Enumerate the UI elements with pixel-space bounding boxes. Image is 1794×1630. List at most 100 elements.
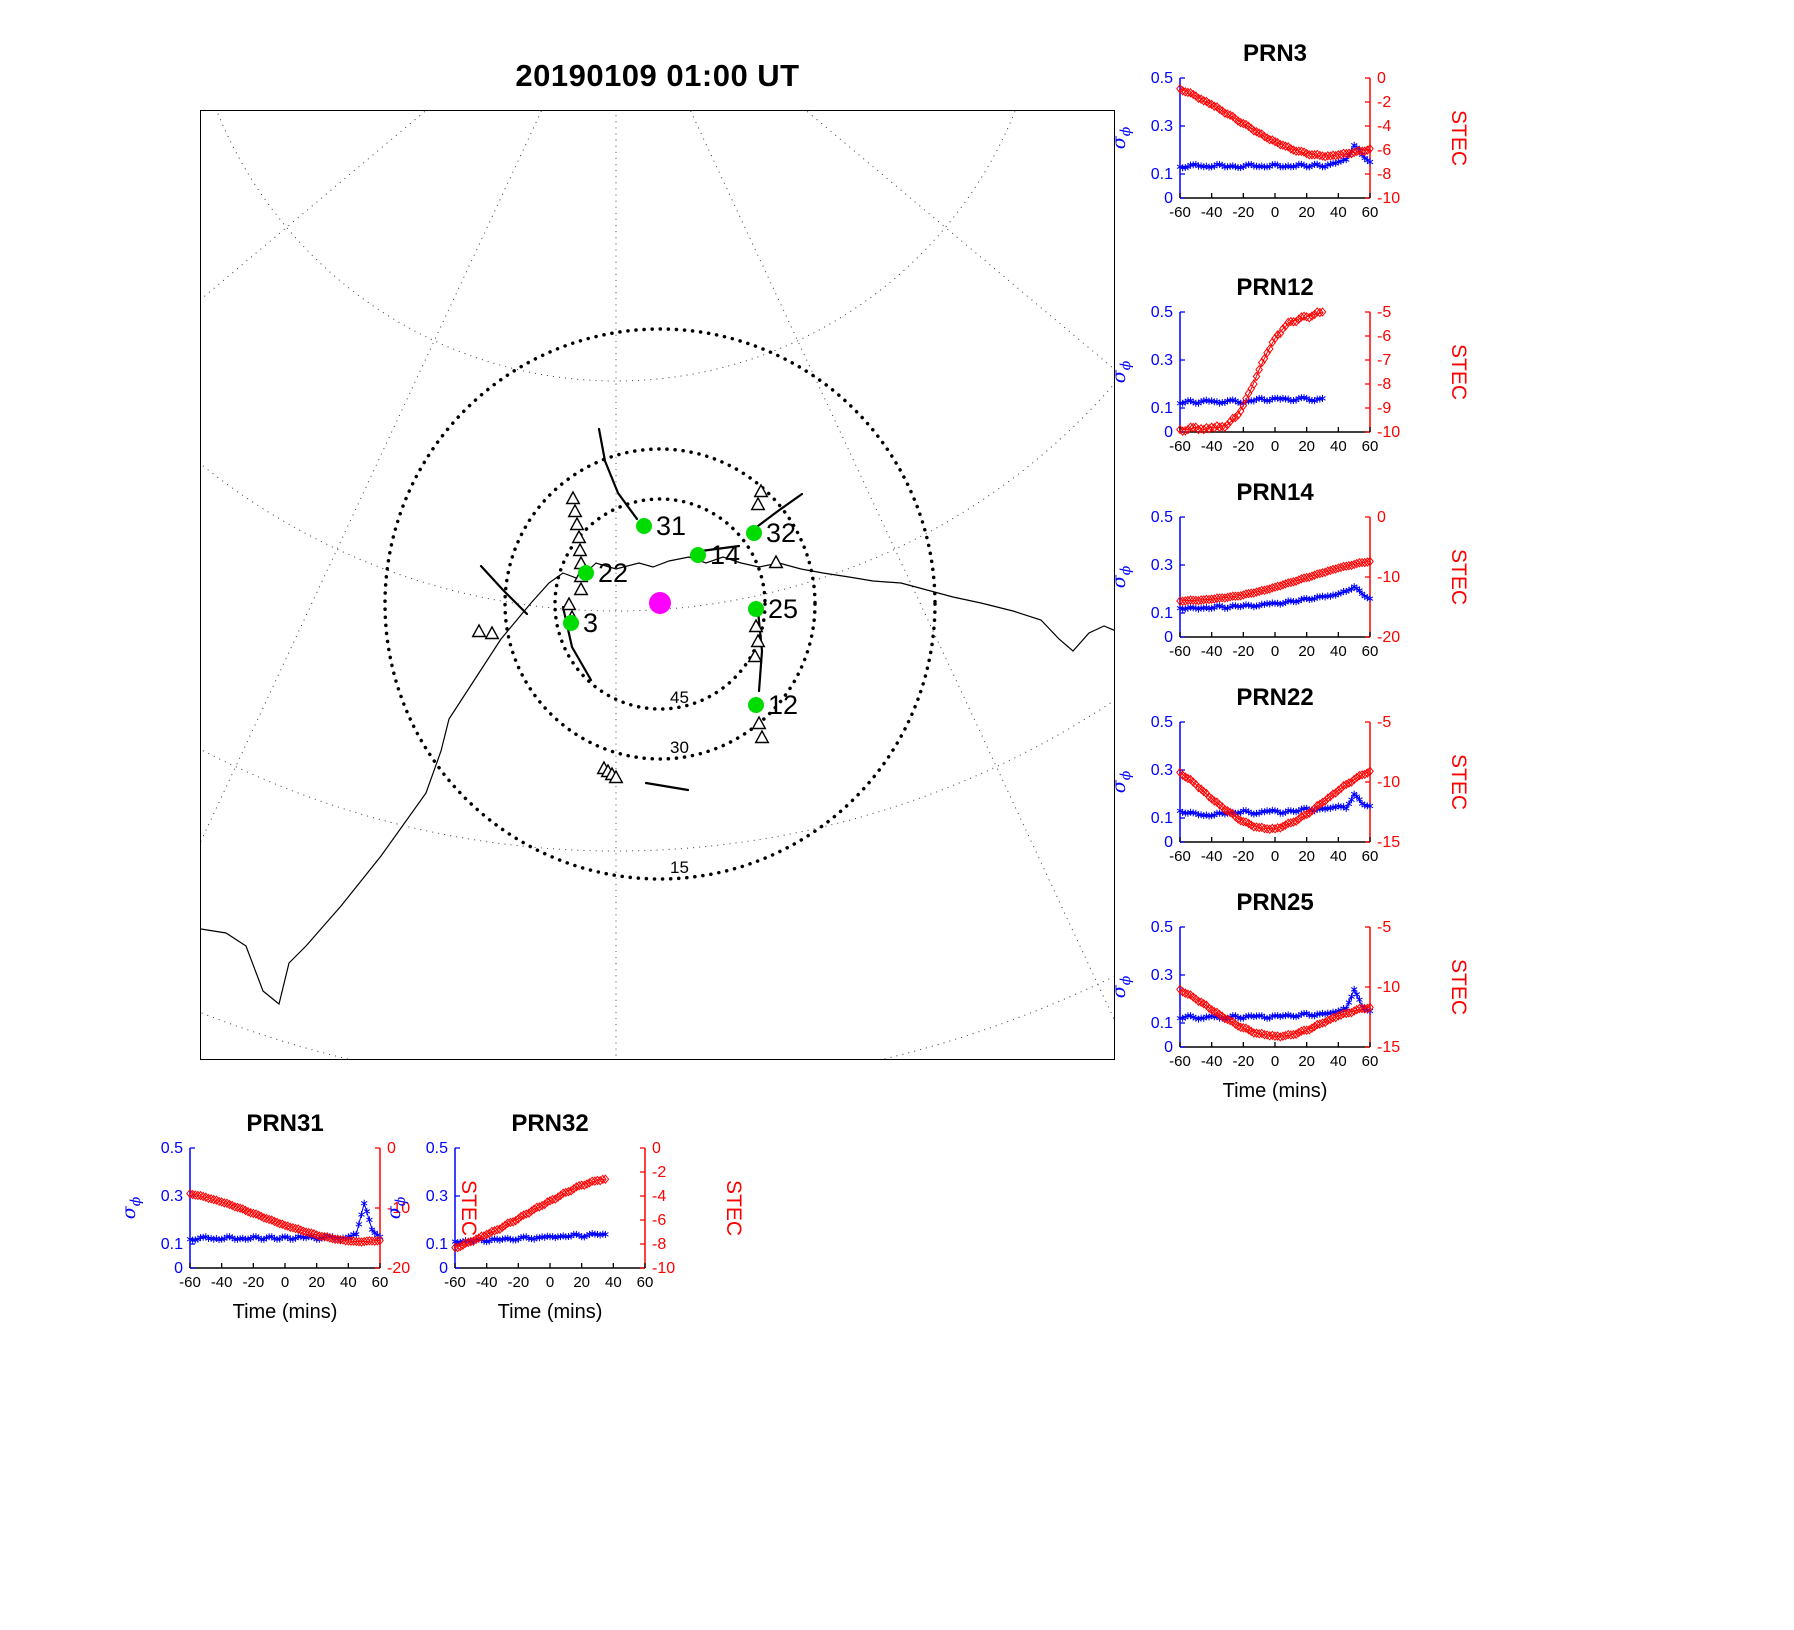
svg-text:0.5: 0.5 [426, 1140, 448, 1157]
svg-text:-2: -2 [652, 1164, 666, 1181]
svg-text:0: 0 [1271, 848, 1279, 865]
svg-text:-40: -40 [1201, 438, 1223, 455]
subplot-prn12: PRN12 0 0.1 0.3 0.5 -5 -6 -7 -8 -9 -10 -60 -40 -20 0 20… [1105, 274, 1470, 464]
svg-text:-40: -40 [1201, 204, 1223, 221]
coastline [201, 556, 1114, 1006]
satellite-dot [578, 565, 594, 581]
svg-text:-4: -4 [652, 1188, 666, 1205]
svg-text:40: 40 [1330, 204, 1347, 221]
svg-text:0: 0 [387, 1140, 396, 1157]
map-panel: 45 30 15 31 32 14 22 25 3 12 [200, 110, 1115, 1060]
svg-text:-5: -5 [1377, 304, 1391, 321]
svg-text:0.3: 0.3 [426, 1188, 448, 1205]
svg-text:-20: -20 [1377, 629, 1400, 646]
time-axis-label: Time (mins) [1223, 1080, 1328, 1102]
prn12-STEC-series [1176, 307, 1327, 436]
station-dot [649, 592, 671, 614]
subplot-canvas-prn32: 0 0.1 0.3 0.5 0 -2 -4 -6 -8 -10 -60 -40 -20 0 20 40 60 σϕ… [383, 1140, 745, 1323]
sigma-phi-axis-label: σϕ [1108, 770, 1134, 793]
svg-text:20: 20 [1298, 643, 1315, 660]
svg-text:60: 60 [372, 1274, 389, 1291]
subplot-prn22: PRN22 0 0.1 0.3 0.5 -5 -10 -15 -60 -40 -20 0 20 40 60 σ… [1105, 684, 1470, 874]
svg-text:0.5: 0.5 [1151, 304, 1173, 321]
svg-text:60: 60 [1362, 204, 1379, 221]
satellite-dot [748, 601, 764, 617]
satellite-label: 32 [766, 518, 796, 548]
subplot-title-prn22: PRN22 [1236, 684, 1314, 711]
elevation-rings: 45 30 15 [383, 327, 937, 881]
svg-text:-60: -60 [1169, 643, 1191, 660]
svg-text:40: 40 [1330, 1053, 1347, 1070]
svg-text:0.3: 0.3 [1151, 557, 1173, 574]
prn32-STEC-series [451, 1174, 610, 1253]
satellite-label: 31 [656, 511, 686, 541]
prn14-STEC-series [1176, 556, 1374, 606]
svg-text:0: 0 [1164, 424, 1173, 441]
svg-text:-6: -6 [1377, 328, 1391, 345]
sigma-phi-axis-label: σϕ [1108, 565, 1134, 588]
prn3-sigma_phi-series [1176, 141, 1374, 172]
svg-text:-10: -10 [1377, 979, 1400, 996]
subplot-prn31: PRN31 0 0.1 0.3 0.5 0 -10 -20 -60 -40 -20 0 20 40 60 σϕ… [115, 1110, 480, 1330]
subplot-title-prn25: PRN25 [1236, 889, 1314, 916]
svg-text:0.3: 0.3 [1151, 762, 1173, 779]
satellite-dot [748, 697, 764, 713]
prn12-sigma_phi-series [1176, 394, 1326, 407]
svg-text:0.1: 0.1 [1151, 605, 1173, 622]
svg-text:-60: -60 [1169, 204, 1191, 221]
svg-text:-8: -8 [1377, 166, 1391, 183]
svg-text:-9: -9 [1377, 400, 1391, 417]
svg-text:0: 0 [281, 1274, 289, 1291]
svg-text:-7: -7 [1377, 352, 1391, 369]
sigma-phi-axis-label: σϕ [383, 1196, 409, 1219]
prn22-sigma_phi-series [1176, 790, 1374, 820]
svg-text:40: 40 [1330, 643, 1347, 660]
svg-text:-8: -8 [652, 1236, 666, 1253]
svg-text:-40: -40 [476, 1274, 498, 1291]
sigma-phi-axis-label: σϕ [1108, 360, 1134, 383]
satellite-label: 14 [710, 540, 740, 570]
map-canvas: 45 30 15 31 32 14 22 25 3 12 [201, 111, 1114, 1059]
svg-text:0: 0 [1164, 190, 1173, 207]
subplot-canvas-prn12: 0 0.1 0.3 0.5 -5 -6 -7 -8 -9 -10 -60 -40 -20 0 20 40 60 σ… [1108, 304, 1470, 455]
subplot-canvas-prn22: 0 0.1 0.3 0.5 -5 -10 -15 -60 -40 -20 0 20 40 60 σϕ STEC [1108, 714, 1470, 865]
svg-text:20: 20 [573, 1274, 590, 1291]
satellite-dot [690, 547, 706, 563]
svg-text:-6: -6 [652, 1212, 666, 1229]
satellite-label: 25 [768, 594, 798, 624]
svg-text:0.3: 0.3 [1151, 118, 1173, 135]
svg-text:0: 0 [439, 1260, 448, 1277]
svg-text:0.1: 0.1 [426, 1236, 448, 1253]
svg-text:0.1: 0.1 [161, 1236, 183, 1253]
prn3-STEC-series [1176, 83, 1374, 162]
subplot-title-prn14: PRN14 [1236, 479, 1314, 506]
svg-text:-40: -40 [1201, 1053, 1223, 1070]
svg-text:0.5: 0.5 [1151, 714, 1173, 731]
svg-text:-5: -5 [1377, 919, 1391, 936]
svg-text:0: 0 [174, 1260, 183, 1277]
svg-text:-20: -20 [1232, 204, 1254, 221]
svg-text:-60: -60 [179, 1274, 201, 1291]
svg-text:-10: -10 [652, 1260, 675, 1277]
svg-text:0: 0 [1164, 629, 1173, 646]
svg-text:20: 20 [1298, 438, 1315, 455]
svg-text:-20: -20 [507, 1274, 529, 1291]
svg-text:0.1: 0.1 [1151, 166, 1173, 183]
svg-text:0.3: 0.3 [1151, 967, 1173, 984]
stec-axis-label: STEC [457, 1180, 480, 1236]
svg-text:0.1: 0.1 [1151, 400, 1173, 417]
subplot-canvas-prn25: 0 0.1 0.3 0.5 -5 -10 -15 -60 -40 -20 0 20 40 60 σϕ STEC… [1108, 919, 1470, 1102]
svg-text:-10: -10 [1377, 424, 1400, 441]
stec-axis-label: STEC [1447, 110, 1470, 166]
subplot-title-prn31: PRN31 [246, 1110, 324, 1137]
svg-text:-60: -60 [1169, 848, 1191, 865]
map-title: 20190109 01:00 UT [515, 58, 800, 93]
svg-text:0: 0 [1164, 1039, 1173, 1056]
satellite-dot [636, 518, 652, 534]
prn31-sigma_phi-series [186, 1199, 384, 1244]
subplot-canvas-prn14: 0 0.1 0.3 0.5 0 -10 -20 -60 -40 -20 0 20 40 60 σϕ STEC [1108, 509, 1470, 660]
svg-text:60: 60 [1362, 438, 1379, 455]
svg-text:-10: -10 [387, 1200, 410, 1217]
graticule [201, 111, 1114, 1059]
prn14-sigma_phi-series [1176, 583, 1374, 613]
